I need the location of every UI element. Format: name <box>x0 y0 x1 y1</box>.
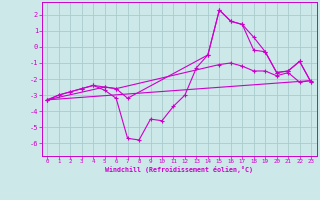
X-axis label: Windchill (Refroidissement éolien,°C): Windchill (Refroidissement éolien,°C) <box>105 166 253 173</box>
